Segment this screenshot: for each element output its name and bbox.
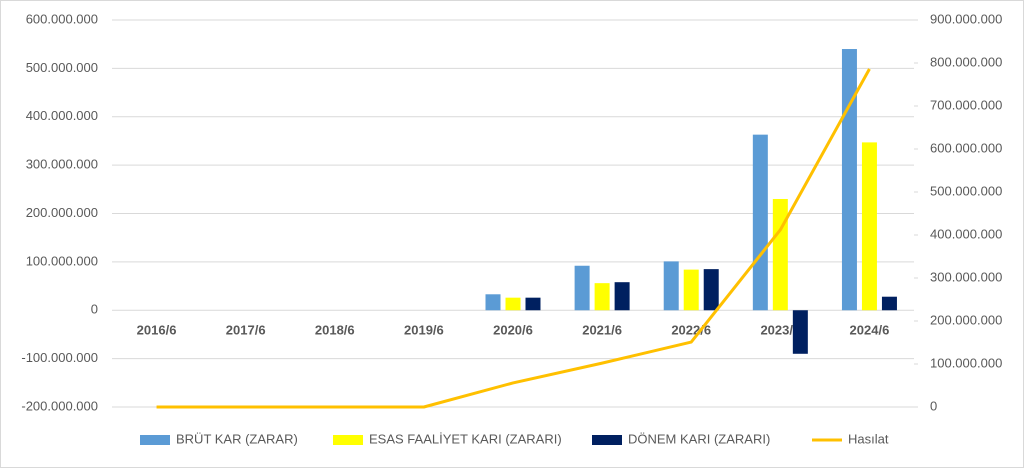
x-tick-label: 2021/6 (582, 323, 622, 338)
y2-tick-label: 500.000.000 (930, 183, 1002, 198)
y-tick-label: 600.000.000 (26, 11, 98, 26)
y2-tick-label: 200.000.000 (930, 312, 1002, 327)
y2-tick-label: 400.000.000 (930, 226, 1002, 241)
x-tick-label: 2023/6 (760, 323, 800, 338)
bar (485, 294, 501, 311)
x-tick-label: 2024/6 (850, 323, 890, 338)
y2-tick-label: 300.000.000 (930, 269, 1002, 284)
bar (752, 134, 768, 311)
y-tick-label: 0 (91, 302, 98, 317)
y-tick-label: 200.000.000 (26, 205, 98, 220)
legend-label: ESAS FAALİYET KARI (ZARARI) (369, 431, 562, 446)
bar (861, 142, 877, 311)
legend-label: DÖNEM KARI (ZARARI) (628, 431, 770, 446)
bar (614, 282, 630, 311)
y-tick-label: 400.000.000 (26, 108, 98, 123)
legend-swatch (333, 435, 363, 445)
x-tick-label: 2018/6 (315, 323, 355, 338)
bar (683, 269, 699, 311)
bar (772, 198, 788, 311)
y-tick-label: 300.000.000 (26, 157, 98, 172)
bar (505, 297, 521, 311)
x-tick-label: 2020/6 (493, 323, 533, 338)
x-tick-label: 2019/6 (404, 323, 444, 338)
x-tick-label: 2017/6 (226, 323, 266, 338)
bar (881, 296, 897, 311)
legend-swatch (140, 435, 170, 445)
line (156, 68, 871, 409)
legend-label: BRÜT KAR (ZARAR) (176, 431, 298, 446)
bar (792, 310, 808, 354)
bar (703, 269, 719, 311)
y2-tick-label: 700.000.000 (930, 97, 1002, 112)
y-tick-label: -200.000.000 (21, 398, 98, 413)
bar (663, 261, 679, 311)
bar (594, 283, 610, 311)
bar (841, 49, 857, 311)
y2-tick-label: 0 (930, 398, 937, 413)
y2-tick-label: 600.000.000 (930, 140, 1002, 155)
legend-label: Hasılat (848, 431, 889, 446)
y-tick-label: 100.000.000 (26, 253, 98, 268)
bar (574, 265, 590, 311)
y-tick-label: -100.000.000 (21, 350, 98, 365)
x-tick-label: 2022/6 (671, 323, 711, 338)
y2-tick-label: 800.000.000 (930, 54, 1002, 69)
y2-tick-label: 900.000.000 (930, 11, 1002, 26)
legend-swatch (592, 435, 622, 445)
y-tick-label: 500.000.000 (26, 60, 98, 75)
bar (525, 297, 541, 311)
y2-tick-label: 100.000.000 (930, 355, 1002, 370)
x-tick-label: 2016/6 (137, 323, 177, 338)
